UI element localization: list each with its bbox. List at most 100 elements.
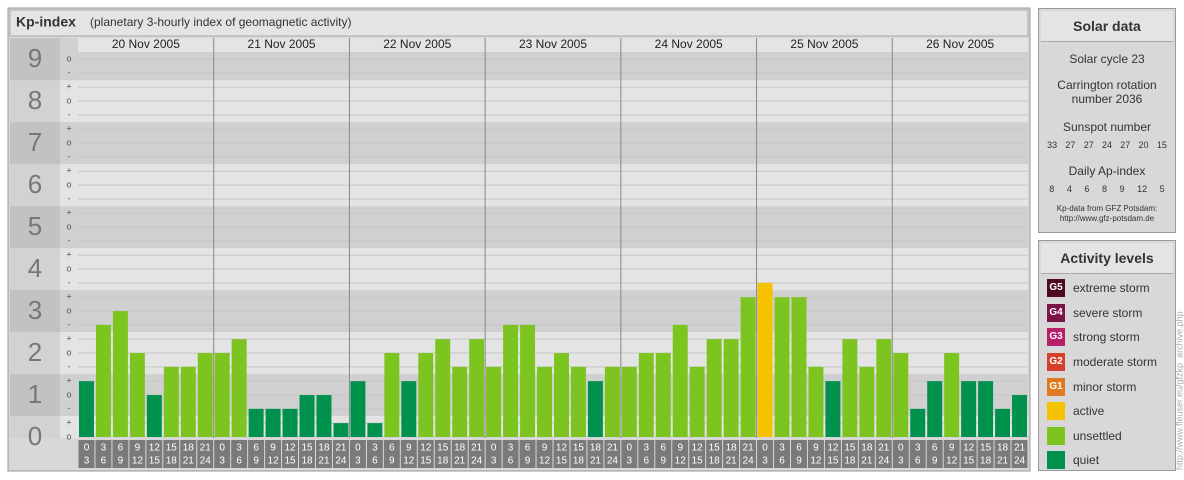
slot-label: 3 <box>779 443 785 454</box>
y-tick-label: 4 <box>28 253 42 283</box>
bar <box>978 381 994 437</box>
minor-tick-label: - <box>68 67 71 77</box>
slot-label: 18 <box>726 443 738 454</box>
slot-label: 9 <box>406 443 412 454</box>
y-tick-label: 1 <box>28 379 42 409</box>
band <box>60 374 78 417</box>
slot-box <box>909 440 926 468</box>
level-swatch: G1 <box>1047 377 1065 396</box>
slot-box <box>163 440 180 468</box>
chart-title: Kp-index <box>16 14 76 30</box>
slot-label: 3 <box>236 443 242 454</box>
slot-box <box>299 440 315 468</box>
band <box>78 416 1028 438</box>
bar <box>587 381 603 437</box>
y-tick-label: 2 <box>28 337 42 367</box>
date-label: 21 Nov 2005 <box>248 37 316 51</box>
band <box>10 80 60 123</box>
source: http://www.gfz-potsdam.de <box>1059 214 1155 223</box>
slot-box <box>282 440 299 468</box>
solar-title: Solar data <box>1041 11 1173 42</box>
minor-tick-label: + <box>66 250 71 260</box>
bar <box>146 395 162 437</box>
slot-label: 3 <box>915 443 921 454</box>
slot-box <box>248 440 265 468</box>
bar <box>757 282 773 437</box>
slot-label: 6 <box>779 456 785 467</box>
slot-label: 9 <box>796 456 802 467</box>
slot-label: 18 <box>590 443 602 454</box>
level-name: minor storm <box>1073 379 1137 394</box>
level-swatch: G4 <box>1047 303 1065 322</box>
slot-label: 21 <box>861 456 873 467</box>
slot-box <box>349 440 366 468</box>
minor-tick-label: + <box>66 376 71 386</box>
slot-label: 24 <box>878 456 890 467</box>
minor-tick-label: o <box>66 221 71 231</box>
slot-label: 6 <box>525 443 531 454</box>
bar <box>163 366 179 437</box>
slot-box <box>621 440 638 468</box>
slot-label: 21 <box>878 443 890 454</box>
bar <box>231 339 247 437</box>
slot-label: 6 <box>118 443 124 454</box>
minor-tick-label: o <box>66 137 71 147</box>
slot-box <box>587 440 604 468</box>
slot-label: 21 <box>997 456 1009 467</box>
bar <box>672 324 688 437</box>
date-label: 26 Nov 2005 <box>926 37 994 51</box>
sunspot-row: 33 27 27 24 27 20 15 <box>1043 140 1171 150</box>
slot-label: 24 <box>335 456 347 467</box>
slot-box <box>655 440 672 468</box>
slot-label: 12 <box>268 456 280 467</box>
slot-label: 15 <box>827 456 839 467</box>
slot-label: 12 <box>675 456 687 467</box>
minor-tick-label: + <box>66 292 71 302</box>
slot-box <box>180 440 197 468</box>
slot-label: 6 <box>236 456 242 467</box>
slot-box <box>366 440 383 468</box>
y-tick-label: 6 <box>28 169 42 199</box>
minor-tick-label: - <box>68 235 71 245</box>
slot-box <box>265 440 282 468</box>
levels-list: G5 extreme storm G4 severe storm G3 strong st… <box>1039 276 1175 473</box>
slot-label: 6 <box>253 443 259 454</box>
slot-box <box>485 440 502 468</box>
y-tick-label: 5 <box>28 211 42 241</box>
minor-tick-label: + <box>66 82 71 92</box>
ap-value: 8 <box>1049 184 1055 194</box>
band <box>10 206 60 249</box>
ap-value: 5 <box>1159 184 1165 194</box>
bar <box>469 339 485 437</box>
slot-label: 18 <box>301 456 313 467</box>
slot-label: 12 <box>132 456 144 467</box>
ap-value: 6 <box>1084 184 1090 194</box>
band <box>60 122 78 165</box>
band <box>10 38 60 81</box>
slot-box <box>231 440 248 468</box>
slot-box <box>774 440 790 468</box>
bar <box>95 324 111 437</box>
bar <box>638 353 654 437</box>
band <box>60 248 78 291</box>
band <box>10 332 60 375</box>
minor-tick-label: o <box>66 54 71 64</box>
slot-label: 3 <box>84 456 90 467</box>
band <box>10 374 60 417</box>
slot-box <box>383 440 400 468</box>
bar <box>333 423 349 437</box>
level-name: quiet <box>1073 453 1100 468</box>
slot-label: 6 <box>389 443 395 454</box>
slot-box <box>841 440 858 468</box>
slot-label: 21 <box>335 443 347 454</box>
bar <box>859 366 875 437</box>
sunspot-value: 20 <box>1138 140 1149 150</box>
slot-label: 3 <box>644 443 650 454</box>
slot-label: 18 <box>709 456 721 467</box>
bar <box>893 353 909 437</box>
slot-box <box>536 440 553 468</box>
slot-label: 9 <box>389 456 395 467</box>
slot-box <box>943 440 960 468</box>
level-name: unsettled <box>1073 428 1122 443</box>
